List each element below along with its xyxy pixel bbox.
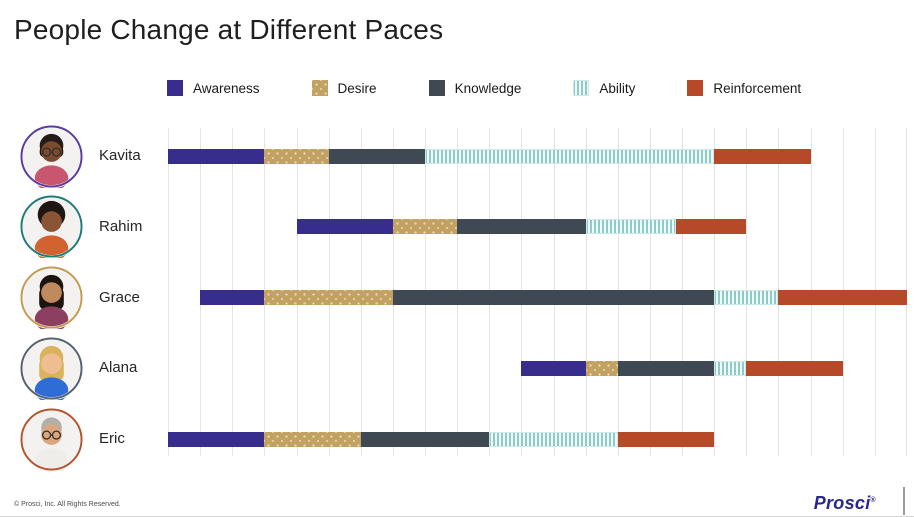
avatar-rahim <box>19 195 84 262</box>
rahim-knowledge-bar <box>457 219 586 235</box>
legend-label: Ability <box>599 80 636 96</box>
eric-desire-bar <box>264 431 361 447</box>
eric-ability-bar <box>489 431 618 447</box>
avatar-kavita <box>19 124 84 191</box>
grace-awareness-bar <box>200 290 265 305</box>
logo-divider <box>903 487 905 515</box>
person-name: Rahim <box>99 217 143 235</box>
alana-knowledge-bar <box>617 360 715 376</box>
person-name: Kavita <box>99 147 141 164</box>
grace-ability-bar <box>714 290 779 305</box>
eric-awareness-bar <box>168 431 265 447</box>
avatar-alana <box>19 336 84 403</box>
kavita-knowledge-bar <box>328 148 426 164</box>
kavita-desire-bar <box>264 148 329 164</box>
eric-reinforcement-bar <box>617 431 715 447</box>
kavita-reinforcement-bar <box>714 148 811 164</box>
awareness-swatch-icon <box>167 80 183 96</box>
person-name: Eric <box>99 430 125 447</box>
copyright-text: © Prosci, Inc. All Rights Reserved. <box>14 501 121 508</box>
legend-item-desire: Desire <box>311 80 377 96</box>
legend: Awareness Desire Knowledge Ability Reinforce… <box>167 80 801 96</box>
rahim-desire-bar <box>392 219 458 235</box>
chart-area <box>168 128 907 456</box>
knowledge-swatch-icon <box>428 80 445 96</box>
legend-item-reinforcement: Reinforcement <box>687 80 801 96</box>
page-title: People Change at Different Paces <box>14 14 444 45</box>
legend-label: Reinforcement <box>713 80 802 96</box>
legend-label: Desire <box>337 80 377 96</box>
legend-label: Knowledge <box>454 80 522 96</box>
legend-item-awareness: Awareness <box>167 80 260 96</box>
avatar-eric <box>19 407 84 474</box>
alana-awareness-bar <box>521 360 586 376</box>
reinforcement-swatch-icon <box>687 80 704 96</box>
kavita-ability-bar <box>425 148 715 164</box>
rahim-reinforcement-bar <box>675 219 747 235</box>
rahim-awareness-bar <box>296 219 393 235</box>
avatar-grace <box>19 265 84 332</box>
grace-desire-bar <box>264 290 393 305</box>
ability-swatch-icon <box>573 80 590 96</box>
alana-reinforcement-bar <box>746 360 843 376</box>
desire-swatch-icon <box>311 80 328 96</box>
alana-desire-bar <box>585 360 618 376</box>
legend-item-ability: Ability <box>573 80 635 96</box>
legend-item-knowledge: Knowledge <box>428 80 522 96</box>
person-name: Alana <box>99 359 138 377</box>
alana-ability-bar <box>714 360 747 376</box>
kavita-awareness-bar <box>168 148 265 164</box>
grace-knowledge-bar <box>392 290 715 305</box>
person-name: Grace <box>99 288 140 306</box>
gridline <box>168 128 169 456</box>
eric-knowledge-bar <box>360 431 490 447</box>
prosci-logo: Prosci® <box>813 493 876 513</box>
grace-reinforcement-bar <box>778 290 907 305</box>
legend-label: Awareness <box>193 80 260 96</box>
rahim-ability-bar <box>585 219 676 235</box>
